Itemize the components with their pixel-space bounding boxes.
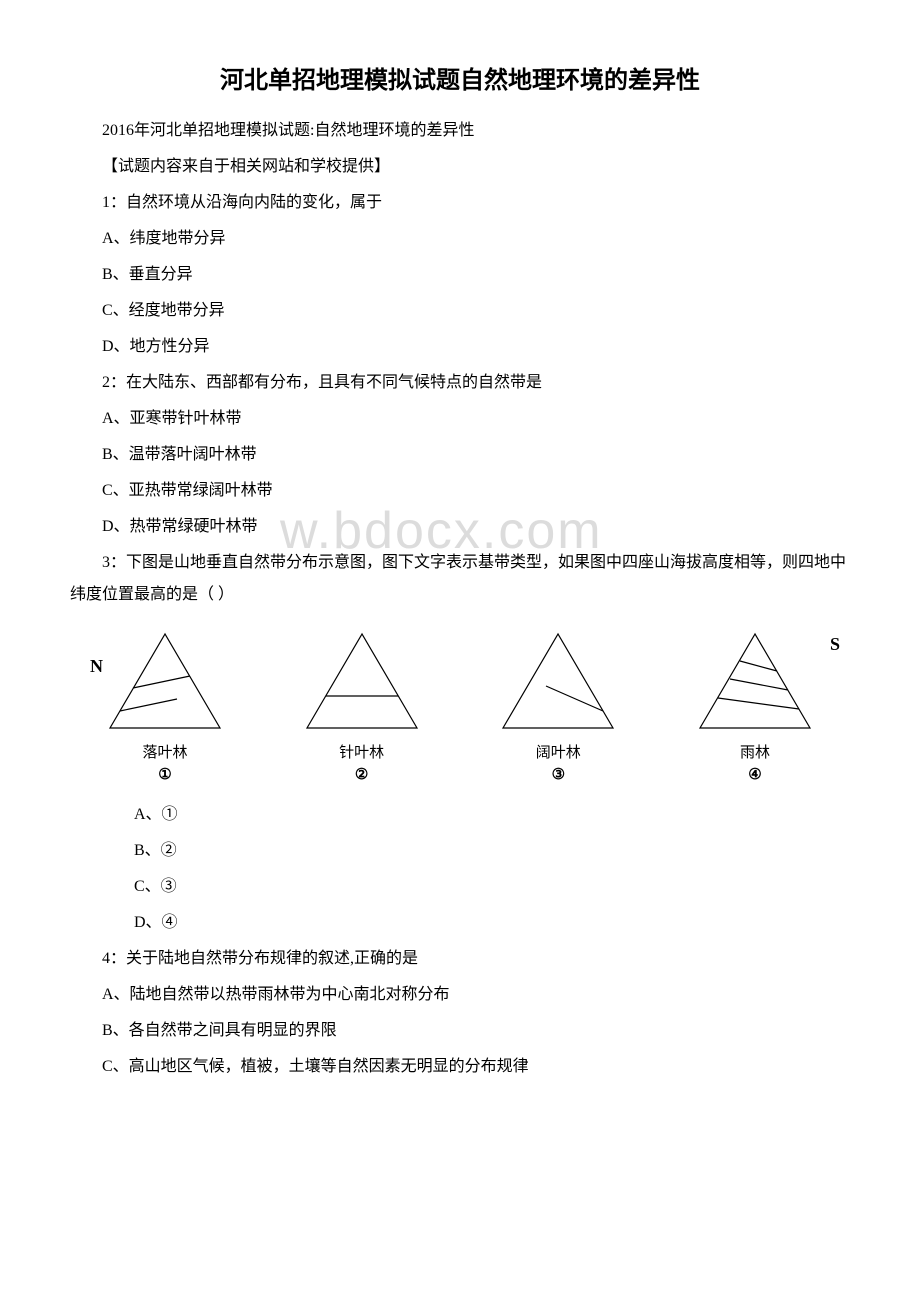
mountain-3-label: 阔叶林 — [536, 741, 581, 762]
q2-option-d: D、热带常绿硬叶林带 — [70, 511, 850, 543]
mountain-4: 雨林 ④ — [680, 626, 830, 784]
q1-option-d: D、地方性分异 — [70, 331, 850, 363]
mountain-2: 针叶林 ② — [287, 626, 437, 784]
q2-option-a: A、亚寒带针叶林带 — [70, 403, 850, 435]
mountain-1-label: 落叶林 — [142, 741, 187, 762]
q4-option-c: C、高山地区气候，植被，土壤等自然因素无明显的分布规律 — [70, 1051, 850, 1083]
q2-option-c: C、亚热带常绿阔叶林带 — [70, 475, 850, 507]
mountain-1-num: ① — [158, 765, 171, 784]
mountain-4-svg — [685, 626, 825, 736]
mountain-1-svg — [95, 626, 235, 736]
q3-option-d: D、④ — [70, 907, 850, 939]
q2-stem: 2：在大陆东、西部都有分布，且具有不同气候特点的自然带是 — [70, 367, 850, 399]
mountain-3-svg — [488, 626, 628, 736]
q4-stem: 4：关于陆地自然带分布规律的叙述,正确的是 — [70, 943, 850, 975]
mountain-diagram: N S 落叶林 ① 针叶林 ② 阔叶林 ③ — [90, 626, 830, 784]
q1-option-a: A、纬度地带分异 — [70, 223, 850, 255]
mountain-4-label: 雨林 — [740, 741, 770, 762]
q1-stem: 1：自然环境从沿海向内陆的变化，属于 — [70, 187, 850, 219]
intro-line-1: 2016年河北单招地理模拟试题:自然地理环境的差异性 — [70, 115, 850, 147]
direction-n-label: N — [90, 656, 103, 677]
q3-option-b: B、② — [70, 835, 850, 867]
direction-s-label: S — [830, 634, 840, 655]
mountain-3-num: ③ — [552, 765, 565, 784]
q3-option-c: C、③ — [70, 871, 850, 903]
page-title: 河北单招地理模拟试题自然地理环境的差异性 — [70, 60, 850, 95]
mountain-3: 阔叶林 ③ — [483, 626, 633, 784]
mountain-1: 落叶林 ① — [90, 626, 240, 784]
intro-line-2: 【试题内容来自于相关网站和学校提供】 — [70, 151, 850, 183]
q4-option-a: A、陆地自然带以热带雨林带为中心南北对称分布 — [70, 979, 850, 1011]
q2-option-b: B、温带落叶阔叶林带 — [70, 439, 850, 471]
mountain-4-num: ④ — [748, 765, 761, 784]
mountain-2-label: 针叶林 — [339, 741, 384, 762]
mountain-2-svg — [292, 626, 432, 736]
mountain-2-num: ② — [355, 765, 368, 784]
q1-option-b: B、垂直分异 — [70, 259, 850, 291]
q1-option-c: C、经度地带分异 — [70, 295, 850, 327]
q3-option-a: A、① — [70, 799, 850, 831]
q3-stem: 3：下图是山地垂直自然带分布示意图，图下文字表示基带类型，如果图中四座山海拔高度… — [70, 547, 850, 611]
q4-option-b: B、各自然带之间具有明显的界限 — [70, 1015, 850, 1047]
